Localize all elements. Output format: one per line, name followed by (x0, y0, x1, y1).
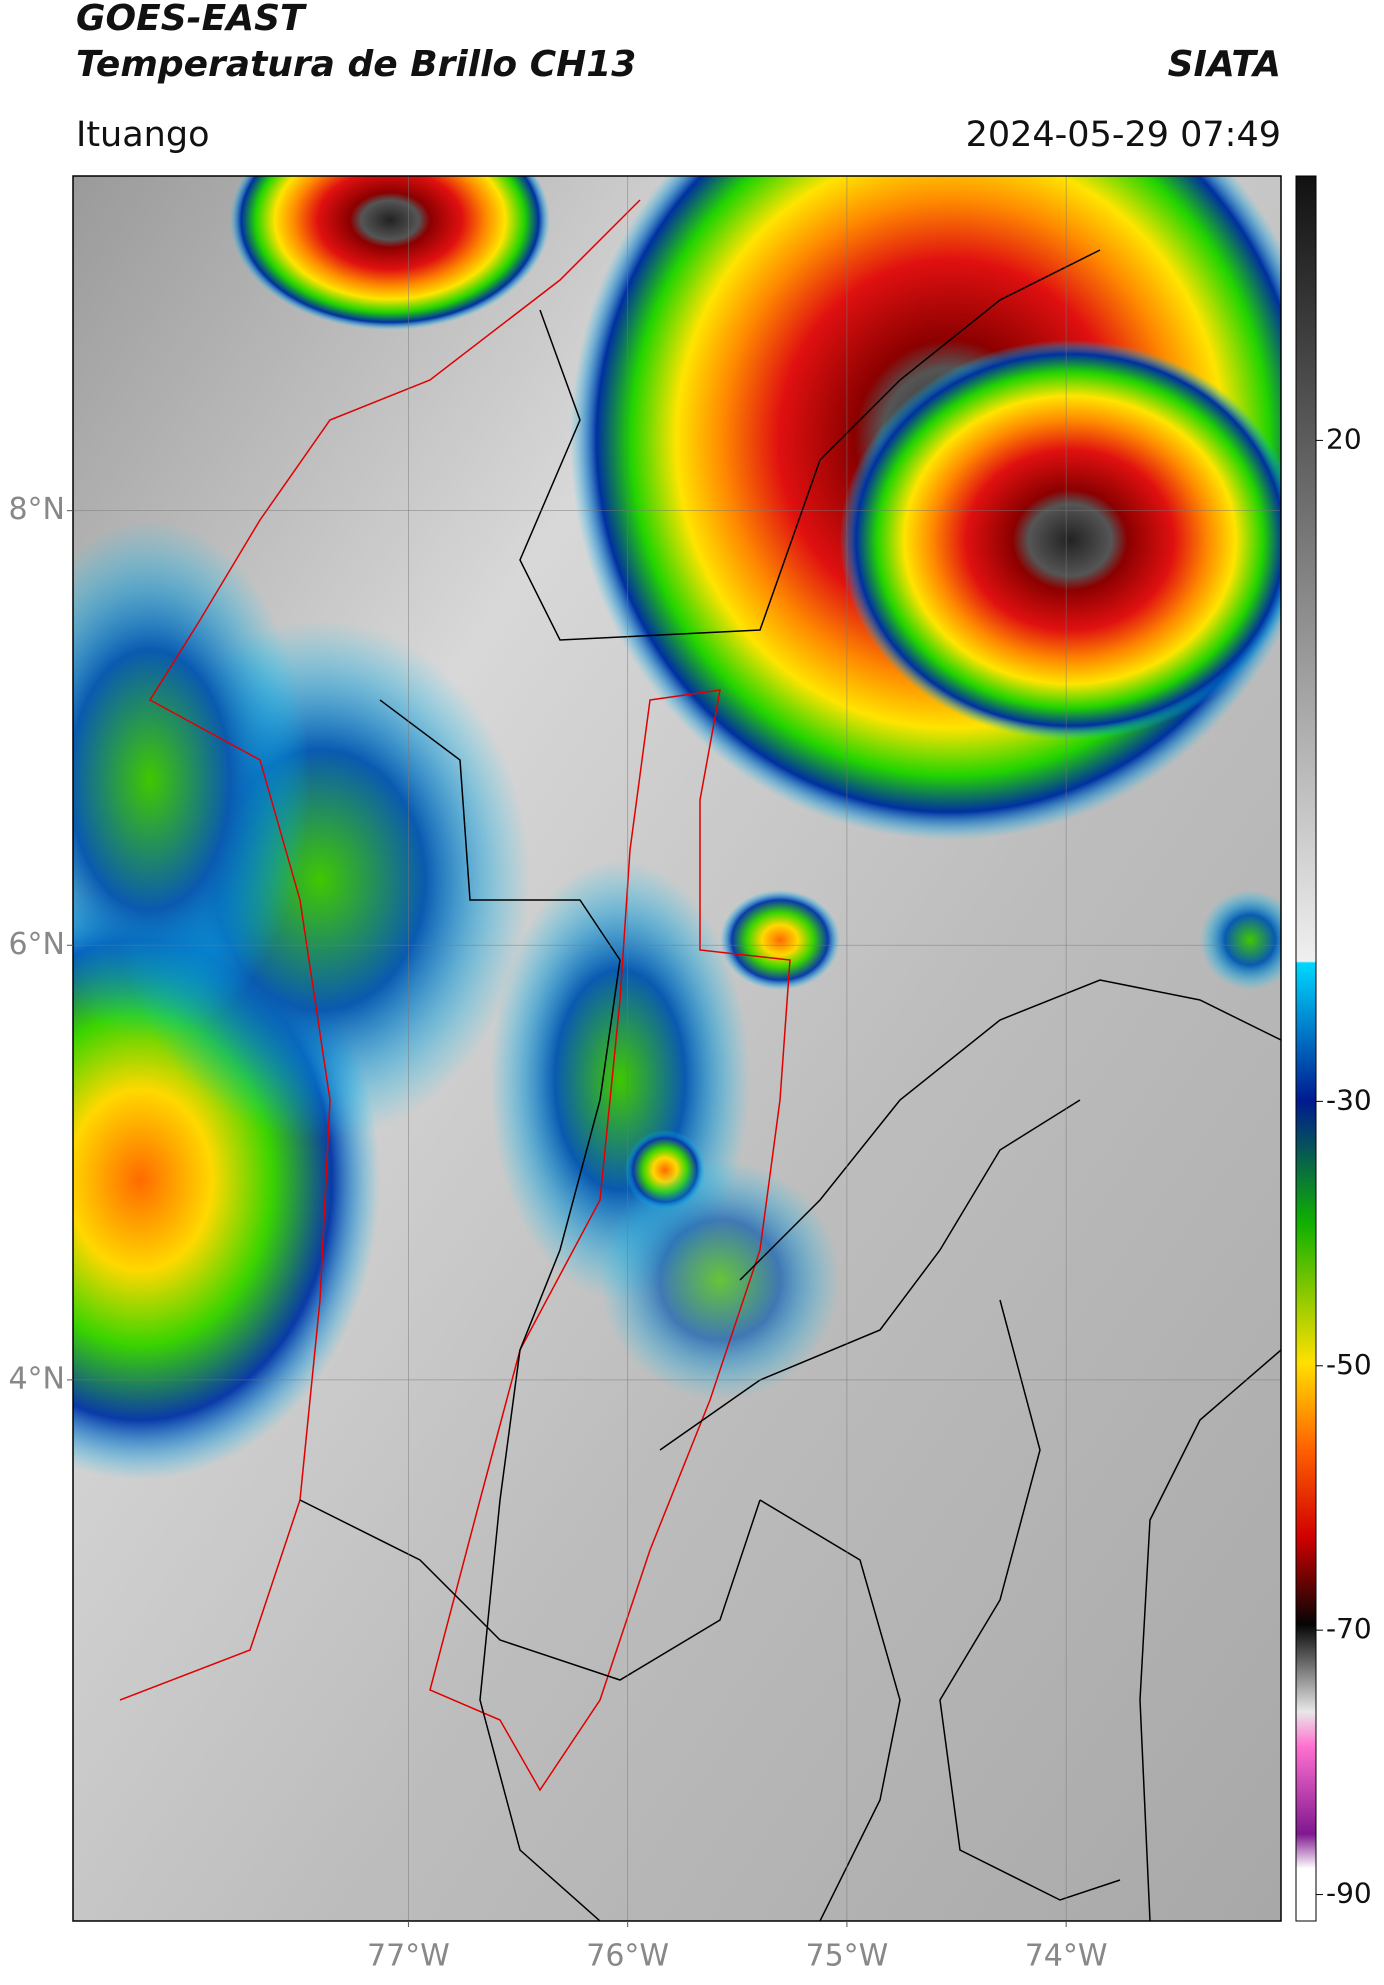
lat-label: 8°N (8, 492, 65, 527)
satellite-image (73, 176, 1281, 1921)
colorbar-label: -30 (1326, 1083, 1372, 1116)
title: GOES-EAST (76, 0, 307, 39)
location: Ituango (76, 115, 210, 155)
agency: SIATA (1168, 44, 1281, 85)
colorbar (1295, 175, 1317, 1922)
lon-label: 76°W (586, 1939, 669, 1974)
lat-label: 4°N (8, 1361, 65, 1396)
lon-label: 77°W (367, 1939, 450, 1974)
lon-label: 75°W (805, 1939, 888, 1974)
colorbar-label: 20 (1326, 422, 1362, 455)
colorbar-label: -90 (1326, 1877, 1372, 1910)
colorbar-label: -50 (1326, 1348, 1372, 1381)
map-frame (72, 175, 1282, 1922)
colorbar-label: -70 (1326, 1612, 1372, 1645)
lat-label: 6°N (8, 927, 65, 962)
lon-label: 74°W (1025, 1939, 1108, 1974)
subtitle: Temperatura de Brillo CH13 (76, 44, 636, 85)
datetime: 2024-05-29 07:49 (966, 115, 1281, 155)
